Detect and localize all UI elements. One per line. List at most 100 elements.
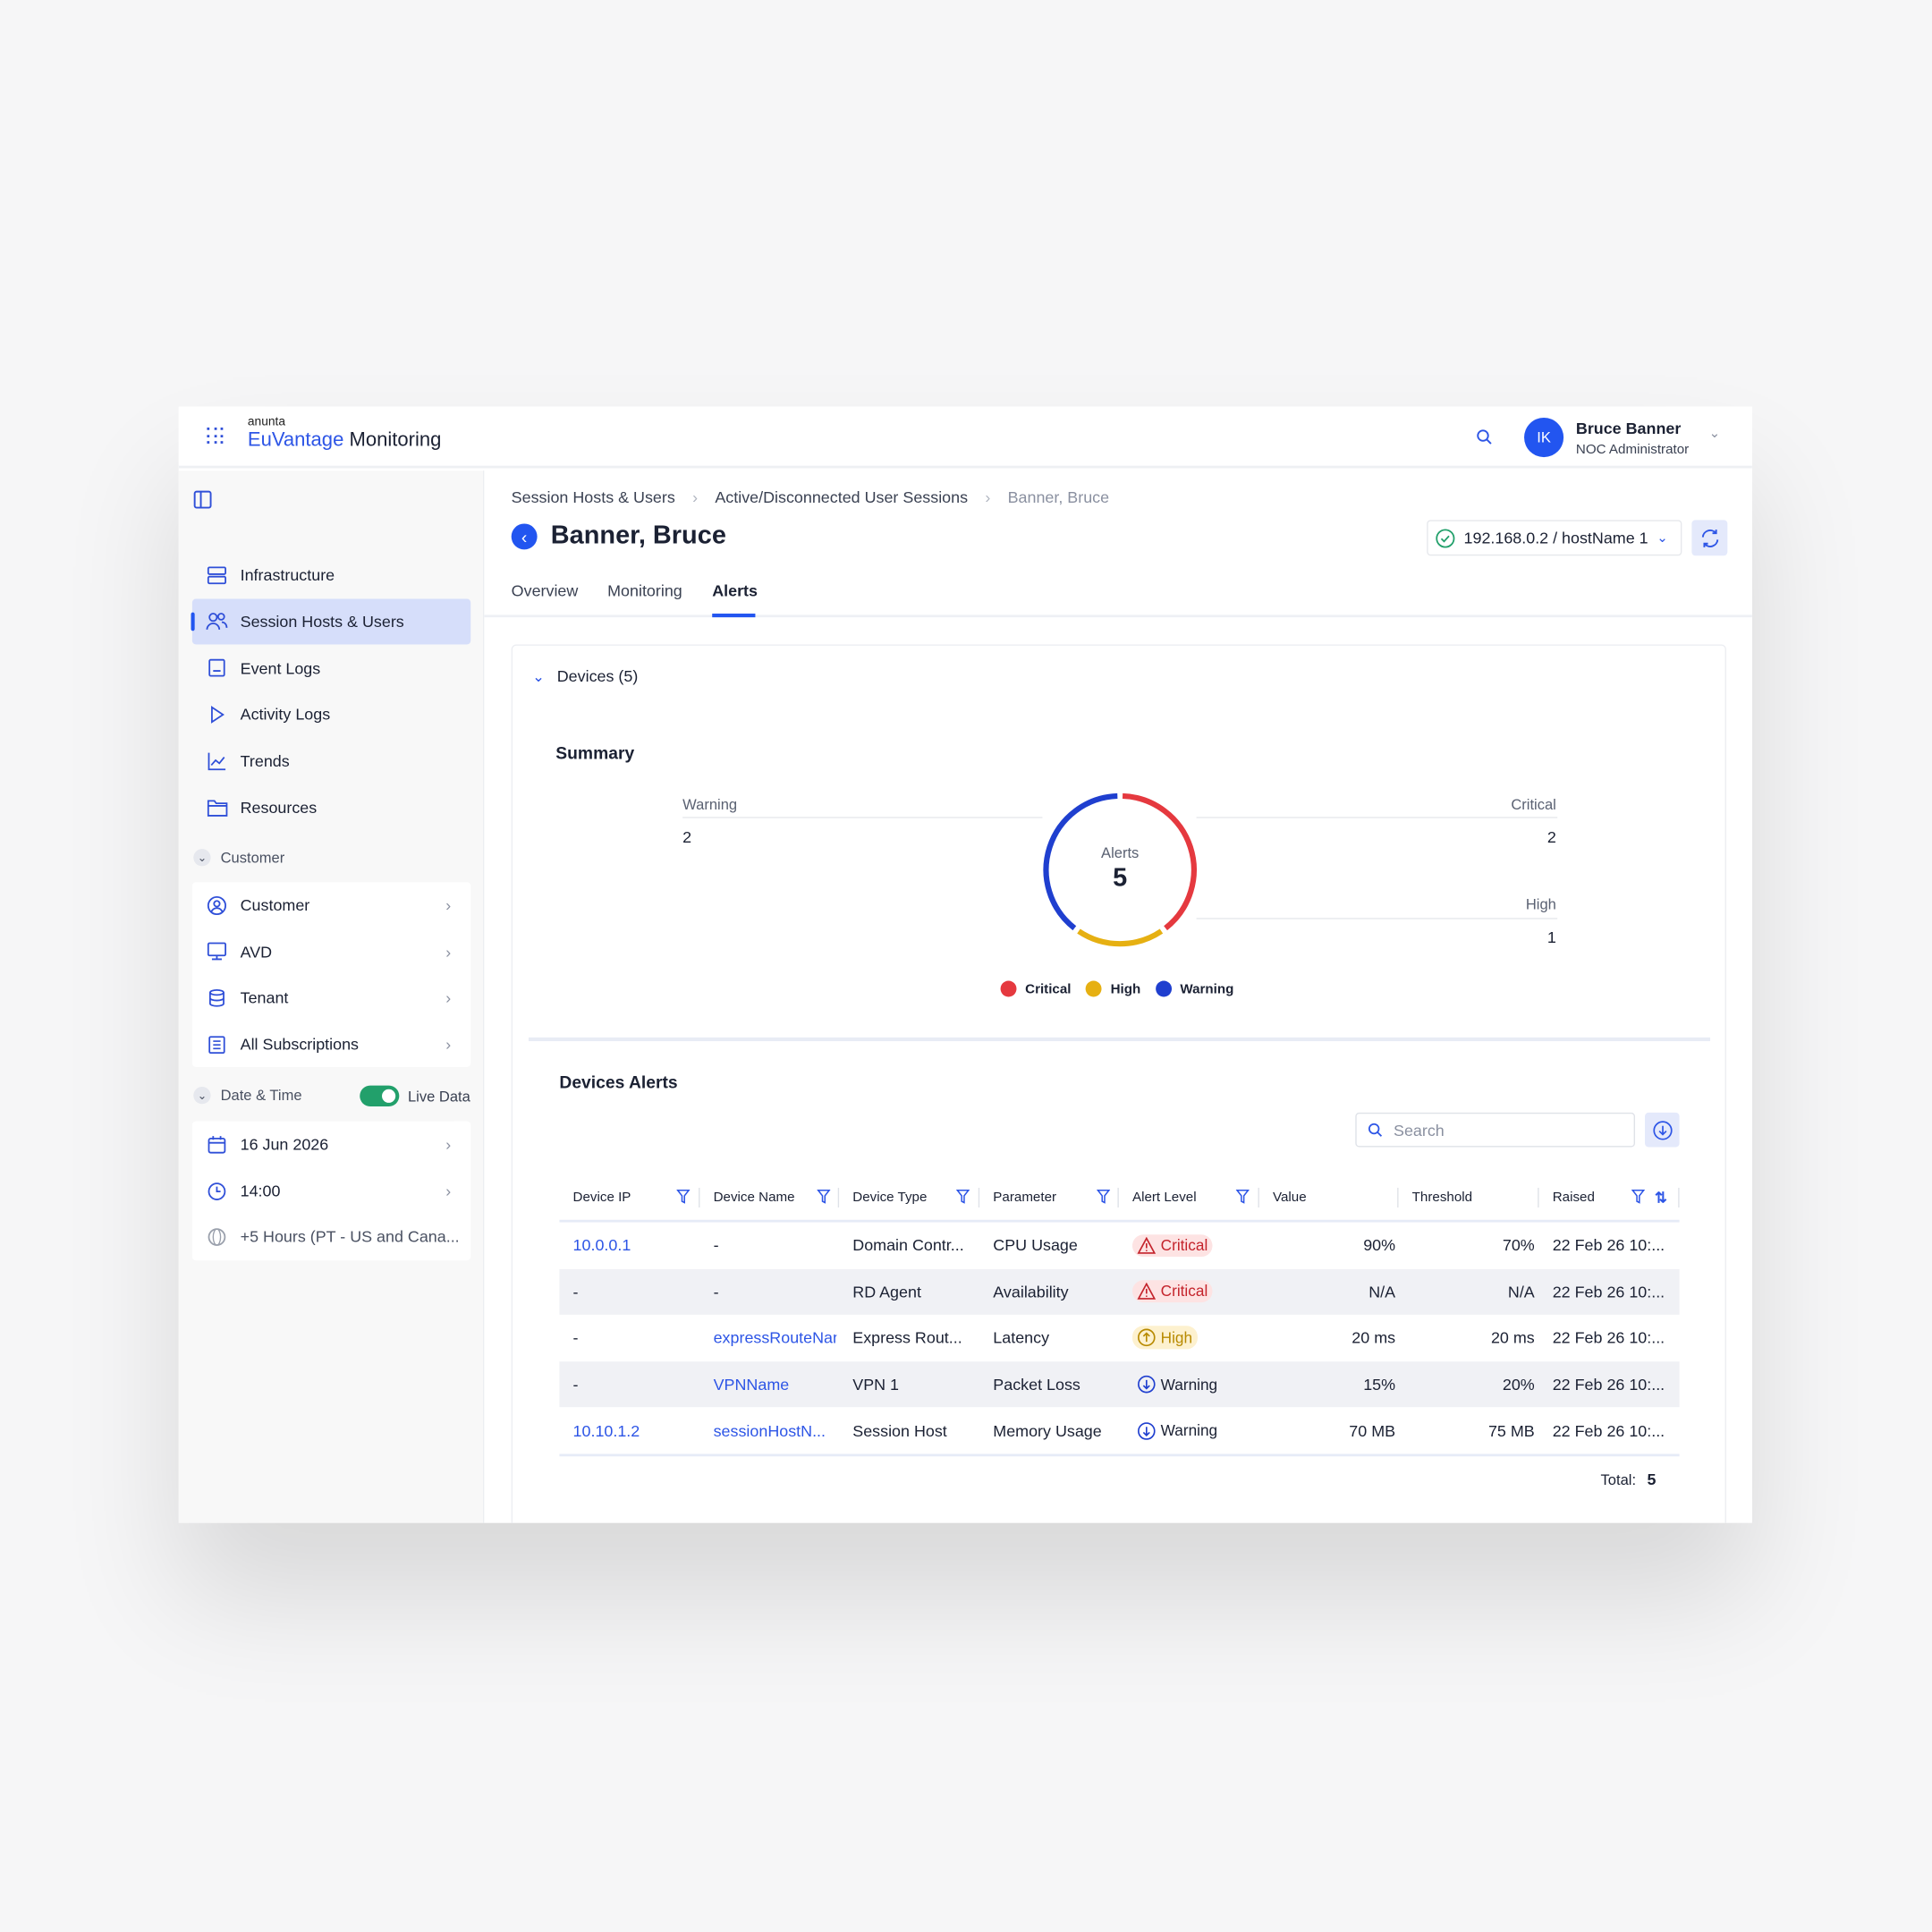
cell-threshold: 20 ms [1412, 1315, 1535, 1361]
search-icon[interactable] [1476, 428, 1492, 445]
sidebar-item-trends[interactable]: Trends [192, 738, 470, 784]
devices-toggle[interactable]: ⌄ Devices (5) [532, 666, 638, 685]
cell-device-name[interactable]: expressRouteNam [714, 1315, 836, 1361]
avatar[interactable]: IK [1524, 417, 1564, 458]
warning-triangle-icon [1137, 1283, 1157, 1301]
cell-text: - [572, 1375, 579, 1394]
filter-icon[interactable] [1631, 1189, 1646, 1208]
cell-text: N/A [1368, 1282, 1396, 1301]
cell-device-type: Express Rout... [852, 1315, 975, 1361]
chevron-right-icon: › [445, 988, 452, 1007]
time-picker[interactable]: 14:00 › [192, 1168, 470, 1214]
table-row[interactable]: - VPNName VPN 1 Packet Loss Warning 15% 20% 22 … [559, 1360, 1680, 1408]
refresh-icon [1701, 529, 1718, 547]
tab-overview[interactable]: Overview [511, 581, 579, 600]
table-row[interactable]: - - RD Agent Availability Critical N/A N/A 22 F… [559, 1268, 1680, 1315]
column-header-parameter[interactable]: Parameter [993, 1188, 1119, 1208]
download-icon [1652, 1120, 1672, 1140]
cell-text: 22 Feb 26 10:... [1552, 1236, 1665, 1255]
sort-icon[interactable]: ⇅ [1655, 1189, 1667, 1207]
alert-level-badge: High [1131, 1326, 1198, 1351]
cell-device-name[interactable]: sessionHostN... [714, 1408, 836, 1454]
table-row[interactable]: - expressRouteNam Express Rout... Latency Hi… [559, 1315, 1679, 1361]
table-row[interactable]: 10.0.0.1 - Domain Contr... CPU Usage Critica… [559, 1223, 1679, 1269]
filter-icon[interactable] [1235, 1189, 1250, 1208]
filter-icon[interactable] [817, 1189, 831, 1208]
chevron-right-icon: › [985, 487, 991, 507]
cell-text: 10.10.1.2 [572, 1421, 640, 1440]
cell-text: Latency [993, 1328, 1050, 1348]
timezone-select[interactable]: +5 Hours (PT - US and Cana... [192, 1214, 470, 1259]
sidebar-item-infrastructure[interactable]: Infrastructure [192, 552, 470, 597]
database-icon [206, 987, 228, 1009]
collapse-sidebar-icon[interactable] [193, 490, 212, 509]
folder-icon [206, 797, 228, 819]
donut-center-label: Alerts [1101, 843, 1140, 861]
cell-threshold: 20% [1412, 1361, 1535, 1408]
cell-text: Packet Loss [993, 1375, 1080, 1394]
sidebar-item-label: Tenant [240, 988, 289, 1007]
refresh-button[interactable] [1691, 520, 1728, 556]
sidebar-item-event-logs[interactable]: Event Logs [192, 645, 470, 691]
tab-alerts[interactable]: Alerts [712, 581, 758, 600]
chevron-down-icon[interactable]: ⌄ [1708, 426, 1721, 442]
cell-device-name[interactable]: VPNName [714, 1361, 836, 1408]
filter-icon[interactable] [676, 1189, 691, 1208]
live-data-label: Live Data [407, 1088, 470, 1106]
sidebar-item-activity-logs[interactable]: Activity Logs [192, 691, 470, 737]
search-input[interactable]: Search [1355, 1112, 1636, 1148]
sidebar-item-customer[interactable]: Customer › [192, 882, 470, 928]
column-header-value[interactable]: Value [1273, 1188, 1399, 1208]
breadcrumb-item[interactable]: Session Hosts & Users [511, 487, 675, 507]
customer-section-toggle[interactable]: ⌄ Customer [193, 849, 284, 867]
column-header-device-name[interactable]: Device Name [714, 1188, 840, 1208]
datetime-section-toggle[interactable]: ⌄ Date & Time [193, 1086, 302, 1105]
filter-icon[interactable] [1096, 1189, 1111, 1208]
check-circle-icon [1436, 528, 1455, 547]
sidebar-item-resources[interactable]: Resources [192, 784, 470, 830]
cell-raised: 22 Feb 26 10:... [1553, 1408, 1675, 1454]
sidebar-item-label: Resources [240, 798, 318, 818]
tab-monitoring[interactable]: Monitoring [607, 581, 682, 600]
users-icon [206, 610, 228, 632]
cell-device-name: - [714, 1268, 836, 1315]
back-button[interactable]: ‹ [511, 523, 538, 550]
column-header-threshold[interactable]: Threshold [1412, 1188, 1538, 1208]
column-header-raised[interactable]: Raised ⇅ [1553, 1188, 1679, 1208]
cell-text: 22 Feb 26 10:... [1552, 1282, 1665, 1301]
alert-level-badge: Critical [1131, 1280, 1213, 1303]
column-header-alert-level[interactable]: Alert Level [1132, 1188, 1258, 1208]
cell-device-ip[interactable]: 10.0.0.1 [573, 1223, 696, 1269]
sidebar-item-all-subscriptions[interactable]: All Subscriptions › [192, 1021, 470, 1067]
cell-text: Critical [1160, 1236, 1208, 1255]
total-label: Total: [1600, 1470, 1637, 1488]
filter-icon[interactable] [955, 1189, 970, 1208]
sidebar-item-tenant[interactable]: Tenant › [192, 975, 470, 1021]
column-header-device-type[interactable]: Device Type [852, 1188, 979, 1208]
cell-parameter: Availability [993, 1268, 1115, 1315]
sidebar-item-avd[interactable]: AVD › [192, 928, 470, 974]
breadcrumb-item[interactable]: Active/Disconnected User Sessions [715, 487, 969, 507]
chevron-down-icon: ⌄ [193, 849, 211, 867]
cell-parameter: Latency [993, 1315, 1115, 1361]
sidebar-item-label: Infrastructure [240, 565, 335, 584]
sidebar-item-session-hosts-users[interactable]: Session Hosts & Users [191, 598, 471, 645]
host-select[interactable]: 192.168.0.2 / hostName 1 ⌄ [1427, 520, 1682, 556]
cell-text: - [713, 1282, 719, 1301]
cell-device-type: Domain Contr... [852, 1223, 975, 1269]
download-button[interactable] [1645, 1112, 1680, 1148]
cell-value: 15% [1273, 1361, 1395, 1408]
apps-grid-icon[interactable] [207, 428, 224, 445]
cell-text: High [1160, 1329, 1193, 1347]
monitor-icon [206, 940, 228, 962]
chevron-right-icon: › [445, 942, 452, 962]
cell-device-ip: - [573, 1361, 696, 1408]
date-picker[interactable]: 16 Jun 2026 › [192, 1122, 470, 1167]
column-label: Device Type [852, 1190, 928, 1206]
column-header-device-ip[interactable]: Device IP [573, 1188, 699, 1208]
table-row[interactable]: 10.10.1.2 sessionHostN... Session Host Memo… [559, 1408, 1679, 1454]
cell-device-ip[interactable]: 10.10.1.2 [573, 1408, 696, 1454]
tabs-divider [484, 614, 1752, 618]
live-data-toggle[interactable] [360, 1085, 400, 1107]
chevron-down-icon: ⌄ [1657, 530, 1668, 547]
